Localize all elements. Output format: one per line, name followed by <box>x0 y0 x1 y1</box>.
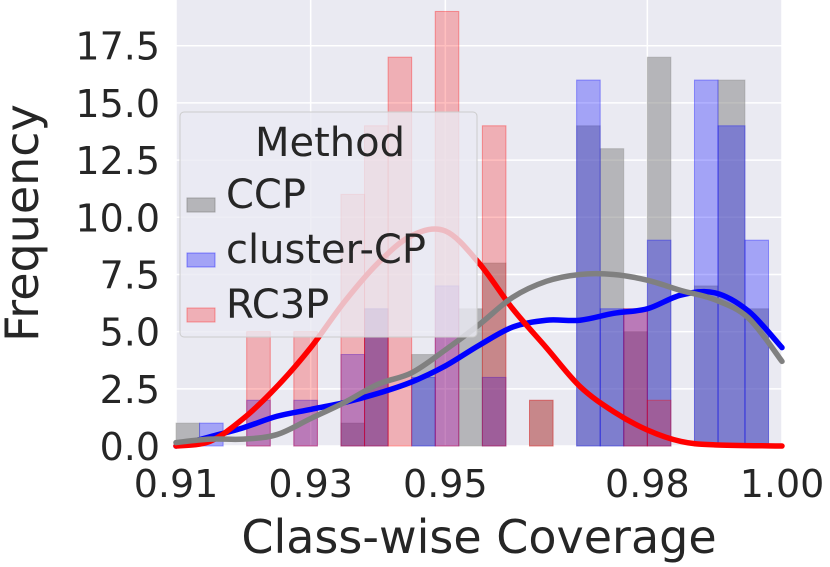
y-tick-label: 15.0 <box>75 82 160 126</box>
bar-cluster-cp <box>646 239 672 447</box>
y-tick-label: 12.5 <box>75 139 160 183</box>
y-tick-label: 2.5 <box>100 368 160 412</box>
x-axis-label: Class-wise Coverage <box>241 510 716 564</box>
bar-cluster-cp <box>481 376 507 447</box>
legend-swatch-cluster-cp <box>186 252 216 268</box>
legend-frame <box>179 111 478 338</box>
bar-cluster-cp <box>411 376 436 447</box>
y-axis-label: Frequency <box>0 104 49 342</box>
bar-cluster-cp <box>717 125 746 447</box>
bar-cluster-cp <box>576 79 601 447</box>
x-tick-label: 0.91 <box>134 462 219 506</box>
x-tick-label: 0.93 <box>268 462 353 506</box>
kde-line-ccp <box>173 270 785 446</box>
legend-title: Method <box>255 120 405 166</box>
legend-label-rc3p: RC3P <box>226 282 329 328</box>
legend-label-cluster-cp: cluster-CP <box>226 227 426 273</box>
y-tick-labels: 0.0 2.5 5.0 7.5 10.0 12.5 15.0 17.5 <box>75 25 160 469</box>
legend-swatch-ccp <box>186 197 216 213</box>
bar-ccp <box>529 399 554 447</box>
x-tick-label: 1.00 <box>740 462 825 506</box>
bar-rc3p <box>246 331 271 447</box>
bar-ccp <box>599 148 625 447</box>
bar-rc3p <box>293 331 318 447</box>
kde-line-cluster-cp <box>173 288 785 449</box>
x-tick-label: 0.95 <box>403 462 488 506</box>
legend-swatch-rc3p <box>186 307 216 323</box>
legend-label-ccp: CCP <box>226 172 306 218</box>
y-tick-label: 17.5 <box>75 25 160 69</box>
bar-rc3p <box>529 399 554 447</box>
bar-ccp <box>646 56 672 447</box>
bar-cluster-cp <box>599 308 625 447</box>
bar-cluster-cp <box>693 79 719 447</box>
y-tick-label: 10.0 <box>75 196 160 240</box>
y-tick-label: 5.0 <box>100 311 160 355</box>
bar-cluster-cp <box>744 239 770 447</box>
x-tick-labels: 0.91 0.93 0.95 0.98 1.00 <box>134 462 825 506</box>
histogram-bars <box>175 10 770 447</box>
y-tick-label: 7.5 <box>100 253 160 297</box>
x-tick-label: 0.98 <box>605 462 690 506</box>
y-tick-label: 0.0 <box>100 425 160 469</box>
legend: Method CCP cluster-CP RC3P <box>179 111 478 338</box>
